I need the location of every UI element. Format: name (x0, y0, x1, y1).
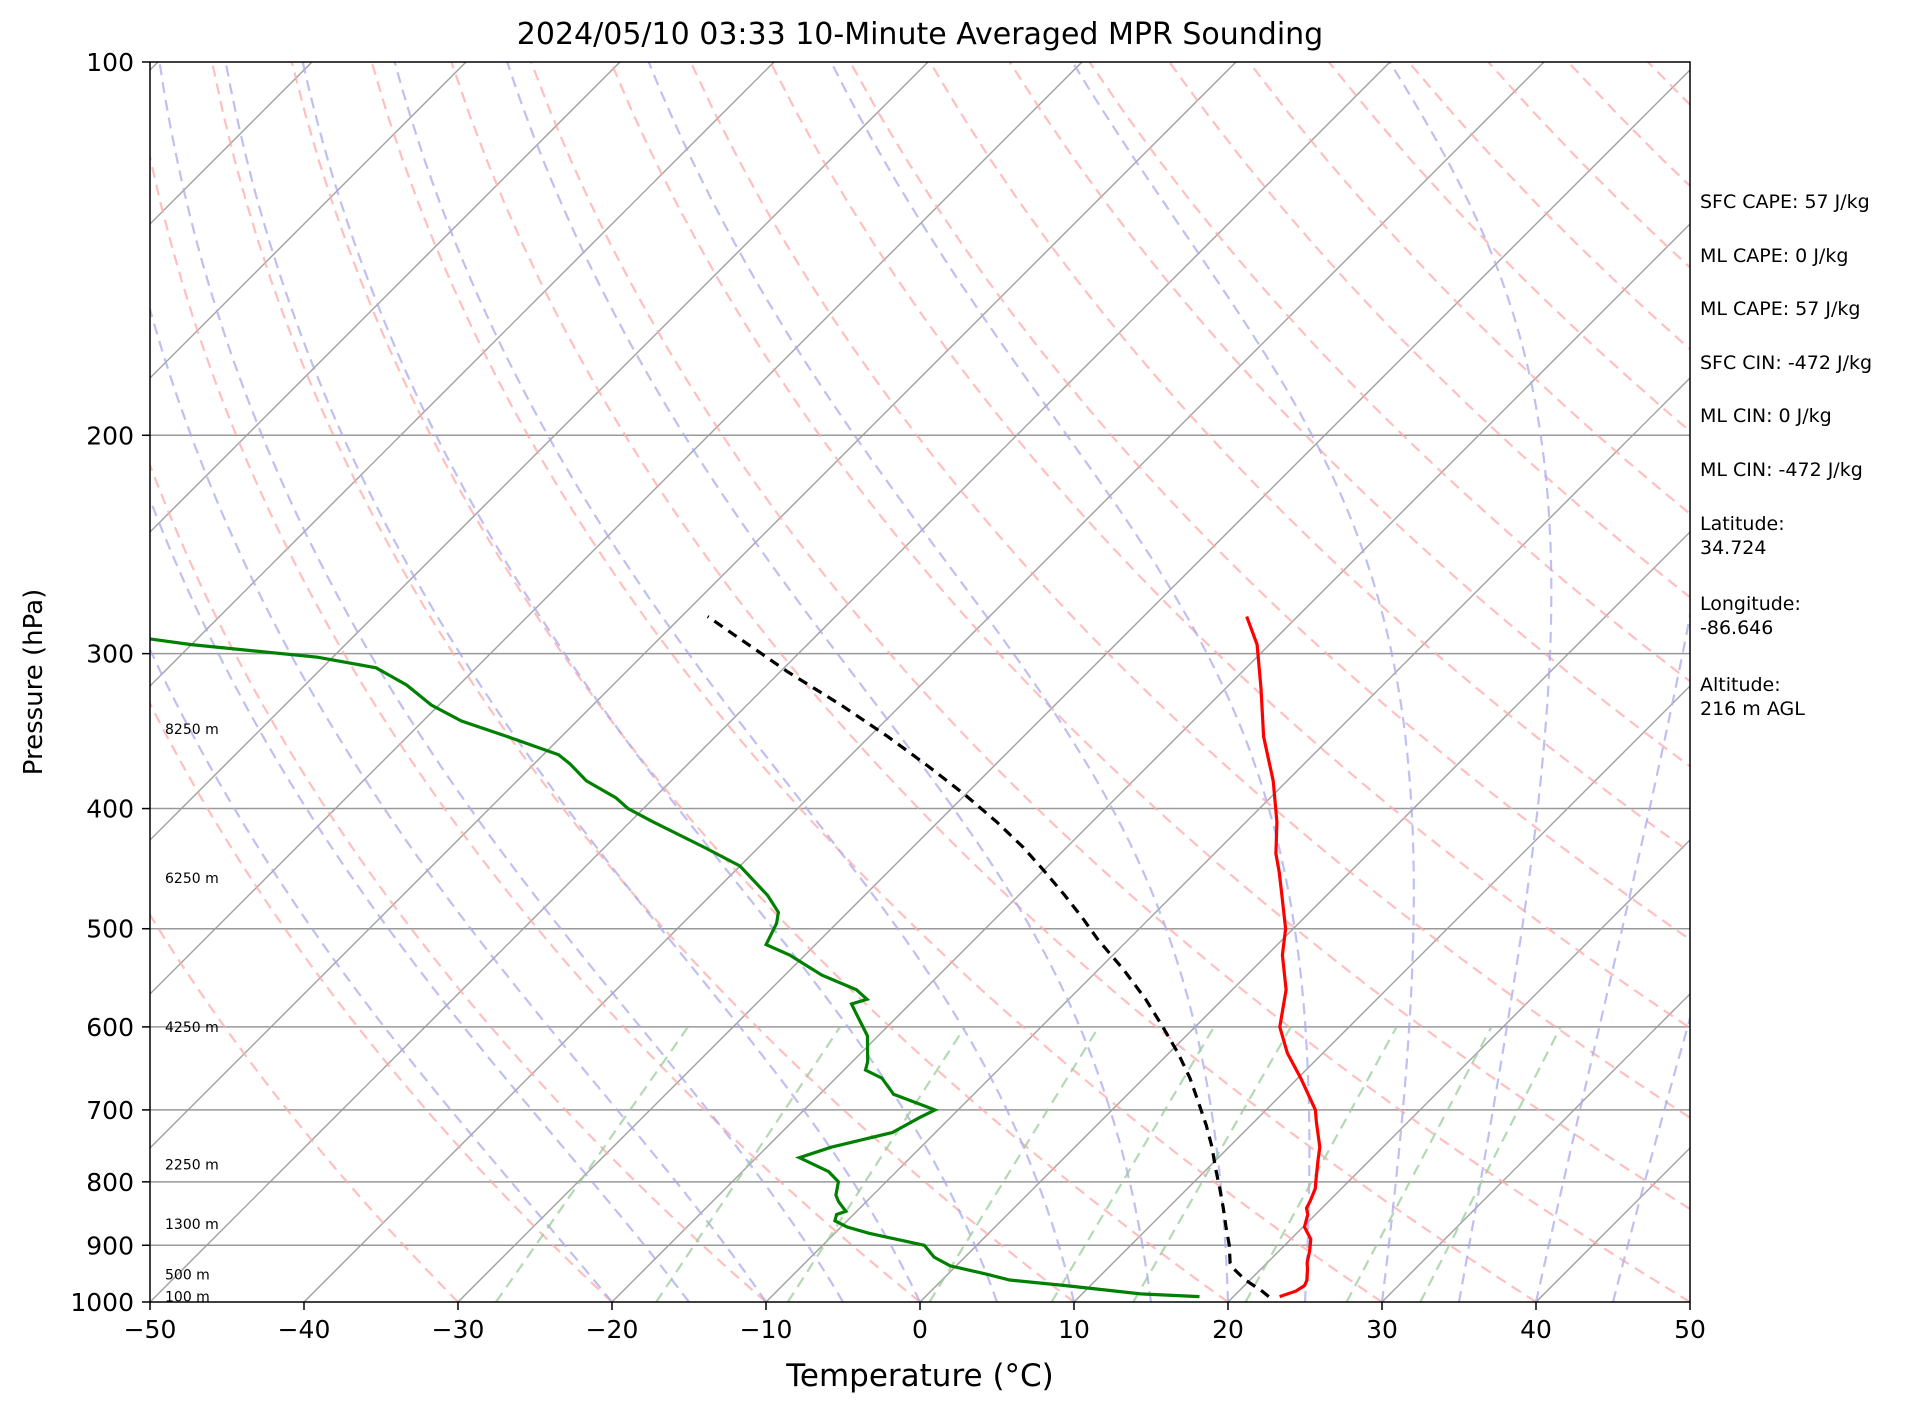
x-tick-label: −40 (278, 1315, 331, 1344)
isotherm (150, 62, 467, 380)
ml-cape-label-2: ML CAPE: 57 J/kg (1700, 298, 1861, 320)
dry-adiabat (211, 62, 1075, 1302)
height-label: 1300 m (165, 1217, 219, 1233)
ml-cape-label: ML CAPE: 0 J/kg (1700, 245, 1849, 267)
moist-adiabat (1611, 1014, 1690, 1302)
moist-adiabat (1388, 62, 1553, 1302)
y-tick-label: 800 (86, 1168, 134, 1197)
height-label: 8250 m (165, 722, 219, 738)
dry-adiabat (150, 701, 613, 1302)
longitude-label: Longitude: -86.646 (1700, 593, 1801, 639)
height-label: 4250 m (165, 1020, 219, 1036)
moist-adiabat (301, 62, 999, 1302)
x-tick-label: 10 (1058, 1315, 1090, 1344)
x-tick-label: 50 (1674, 1315, 1706, 1344)
series-lines (150, 615, 1322, 1299)
latitude-label: Latitude: 34.724 (1700, 513, 1785, 559)
ml-cin-label-2: ML CIN: -472 J/kg (1700, 459, 1863, 481)
height-label: 6250 m (165, 871, 219, 887)
moist-adiabat (647, 62, 1230, 1302)
y-tick-label: 900 (86, 1231, 134, 1260)
moist-adiabat (150, 305, 767, 1302)
y-axis-label: Pressure (hPa) (19, 589, 49, 776)
mixing-ratio-line (928, 1026, 1100, 1302)
y-tick-label: 600 (86, 1013, 134, 1042)
height-label: 2250 m (165, 1158, 219, 1174)
x-tick-label: −10 (740, 1315, 793, 1344)
dry-adiabat (290, 62, 1229, 1302)
isotherm (150, 62, 775, 688)
moist-adiabat (393, 62, 1076, 1302)
isotherm (150, 62, 1237, 1150)
height-label: 100 m (165, 1290, 210, 1306)
sfc-cin-label: SFC CIN: -472 J/kg (1700, 352, 1873, 374)
y-tick-label: 1000 (70, 1288, 134, 1317)
moist-adiabat (224, 62, 921, 1302)
height-label: 500 m (165, 1267, 210, 1283)
dry-adiabat (769, 62, 1690, 1030)
isotherm (1227, 838, 1690, 1302)
moist-adiabat (1534, 610, 1690, 1302)
axes-ticks: −50 −40 −30 −20 −10 0 10 20 30 40 50 1000 900 800 700 6… (70, 48, 1706, 1344)
dry-adiabat (689, 62, 1690, 1120)
dry-adiabat (1088, 62, 1690, 683)
isotherm (150, 62, 1083, 996)
dewpoint-line (150, 637, 1200, 1299)
x-tick-label: −20 (586, 1315, 639, 1344)
parcel-path-line (706, 615, 1270, 1298)
y-tick-label: 200 (86, 421, 134, 450)
isotherm (150, 62, 929, 842)
moist-adiabat (830, 62, 1311, 1302)
isotherm (303, 62, 1545, 1302)
x-axis-label: Temperature (°C) (785, 1358, 1054, 1394)
y-tick-label: 100 (86, 48, 134, 77)
temperature-line (1245, 615, 1322, 1299)
moist-adiabat (506, 62, 1153, 1302)
x-tick-label: 40 (1520, 1315, 1552, 1344)
x-tick-label: 0 (912, 1315, 928, 1344)
isotherm (765, 376, 1690, 1302)
mixing-ratio-line (1244, 1026, 1398, 1302)
height-labels: 100 m 500 m 1300 m 2250 m 4250 m 6250 m 8250 m (165, 722, 219, 1306)
moist-adiabat (158, 62, 844, 1302)
mixing-ratio-line (495, 1026, 689, 1302)
background-lines (150, 62, 1690, 1302)
dry-adiabat (150, 462, 767, 1302)
x-tick-label: −50 (124, 1315, 177, 1344)
dry-adiabat (530, 62, 1690, 1302)
chart-title: 2024/05/10 03:33 10-Minute Averaged MPR … (517, 17, 1323, 52)
y-tick-label: 300 (86, 640, 134, 669)
x-tick-label: 20 (1212, 1315, 1244, 1344)
dry-adiabat (849, 62, 1690, 941)
isotherm (150, 62, 621, 534)
isotherm (1073, 684, 1690, 1302)
dry-adiabat (150, 912, 459, 1302)
y-tick-label: 400 (86, 795, 134, 824)
isotherm (611, 222, 1690, 1302)
dry-adiabat (450, 62, 1537, 1302)
moist-adiabat (1071, 62, 1415, 1302)
mixing-ratio-line (655, 1026, 842, 1302)
mixing-ratio-line (1345, 1026, 1493, 1302)
dry-adiabat (609, 62, 1690, 1211)
y-tick-label: 700 (86, 1096, 134, 1125)
dry-adiabat (370, 62, 1383, 1302)
isotherm (1381, 992, 1690, 1302)
mixing-ratio-line (786, 1026, 966, 1302)
y-tick-label: 500 (86, 915, 134, 944)
dry-adiabat (150, 151, 921, 1302)
isotherm (150, 62, 1391, 1302)
isotherm (457, 68, 1690, 1302)
moist-adiabat (150, 646, 613, 1302)
moist-adiabat (150, 496, 690, 1302)
ml-cin-label: ML CIN: 0 J/kg (1700, 405, 1832, 427)
isotherm (919, 530, 1690, 1302)
x-tick-label: 30 (1366, 1315, 1398, 1344)
altitude-label: Altitude: 216 m AGL (1700, 674, 1805, 720)
x-tick-label: −30 (432, 1315, 485, 1344)
mixing-ratio-line (1419, 1026, 1562, 1302)
sfc-cape-label: SFC CAPE: 57 J/kg (1700, 191, 1870, 213)
